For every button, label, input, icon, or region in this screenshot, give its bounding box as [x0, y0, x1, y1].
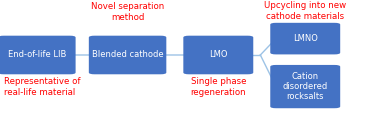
Text: LMNO: LMNO [293, 34, 318, 43]
Text: Novel separation
method: Novel separation method [91, 2, 164, 22]
Text: Single phase
regeneration: Single phase regeneration [191, 77, 246, 97]
Text: Representative of
real-life material: Representative of real-life material [4, 77, 80, 97]
Text: Blended cathode: Blended cathode [92, 51, 163, 59]
Text: Cation
disordered
rocksalts: Cation disordered rocksalts [283, 72, 328, 101]
FancyBboxPatch shape [0, 36, 76, 74]
Text: End-of-life LIB: End-of-life LIB [8, 51, 66, 59]
Text: Upcycling into new
cathode materials: Upcycling into new cathode materials [264, 1, 347, 21]
FancyBboxPatch shape [89, 36, 166, 74]
FancyBboxPatch shape [183, 36, 253, 74]
FancyBboxPatch shape [270, 23, 340, 54]
Text: LMO: LMO [209, 51, 228, 59]
FancyBboxPatch shape [270, 65, 340, 108]
